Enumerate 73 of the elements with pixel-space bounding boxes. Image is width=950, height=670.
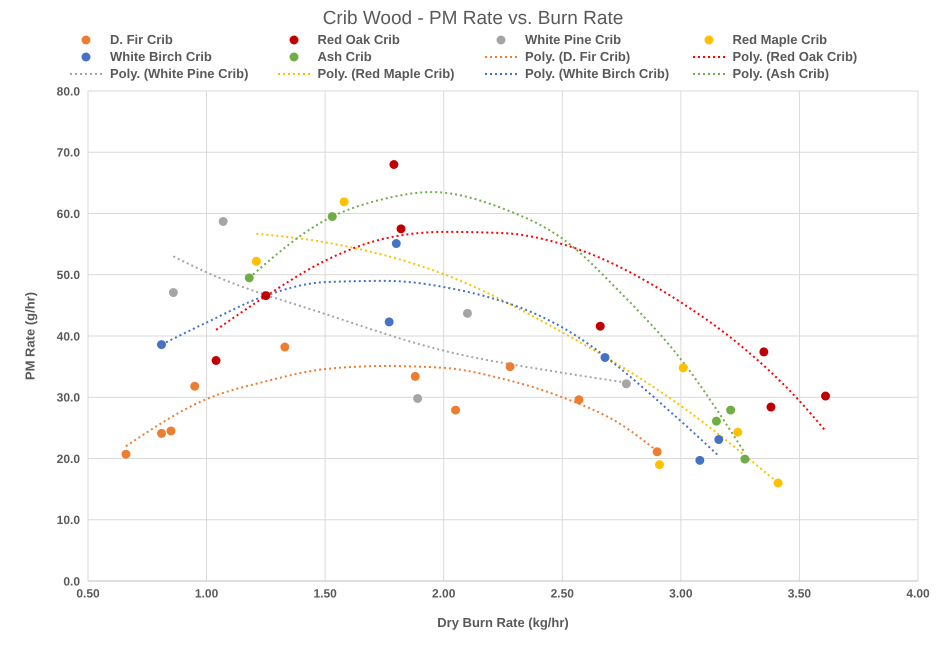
point [766,402,776,412]
x-tick-label: 4.00 [906,586,930,601]
x-tick-label: 3.50 [788,586,812,601]
legend-label: D. Fir Crib [110,32,173,47]
point [212,356,221,365]
legend-label: Ash Crib [318,49,372,64]
x-tick-label: 0.50 [76,586,100,601]
point [190,382,200,391]
legend-label: Poly. (White Birch Crib) [525,66,670,81]
point [340,197,349,206]
point [655,460,664,470]
legend-label: White Pine Crib [525,32,622,47]
point [759,347,768,356]
point [600,352,610,362]
point [218,216,228,226]
chart-title: Crib Wood - PM Rate vs. Burn Rate [322,8,624,30]
point [168,288,178,298]
y-tick-label: 50.0 [56,268,80,282]
point [121,450,130,459]
legend-label: Poly. (Red Oak Crib) [732,49,858,64]
point [244,273,254,282]
point [678,363,688,372]
y-tick-label: 60.0 [56,206,80,221]
point [410,372,420,381]
point [740,454,750,464]
point [506,362,515,372]
point [252,256,261,266]
point [157,428,166,438]
y-tick-label: 80.0 [56,84,80,98]
point [389,160,398,169]
legend-label: Poly. (Red Maple Crib) [318,66,454,81]
x-tick-label: 1.00 [194,586,219,601]
y-tick-label: 30.0 [56,390,80,405]
y-axis-title: PM Rate (g/hr) [22,292,38,380]
x-tick-label: 3.00 [669,586,693,601]
point [261,291,270,300]
x-tick-label: 1.50 [313,586,338,601]
point [384,317,394,326]
point [166,426,176,436]
point [821,392,830,401]
point [157,340,166,350]
y-tick-label: 70.0 [56,146,80,160]
point [622,379,631,388]
point [712,416,721,426]
legend-label: Poly. (Ash Crib) [732,66,830,81]
legend-label: Poly. (D. Fir Crib) [525,49,630,64]
y-tick-label: 0.0 [63,574,80,588]
point [328,212,337,222]
y-tick-label: 10.0 [56,513,80,528]
point [574,395,584,404]
y-tick-label: 40.0 [56,329,80,344]
point [652,447,662,456]
point [596,322,605,331]
point [733,428,742,437]
point [714,435,724,444]
point [695,456,704,465]
x-axis-title: Dry Burn Rate (kg/hr) [437,615,569,630]
point [774,478,783,488]
point [413,394,422,403]
x-tick-label: 2.50 [550,586,574,601]
y-tick-label: 20.0 [56,452,80,466]
legend-label: Red Oak Crib [318,32,400,47]
line-series [215,230,827,432]
point [726,406,736,415]
legend-label: Red Maple Crib [732,32,828,47]
point [451,406,460,415]
point [462,308,472,318]
x-tick-label: 2.00 [432,586,456,601]
point [392,239,401,248]
point [396,224,406,234]
legend-label: White Birch Crib [110,49,212,64]
point [280,342,290,352]
legend-label: Poly. (White Pine Crib) [110,66,248,81]
